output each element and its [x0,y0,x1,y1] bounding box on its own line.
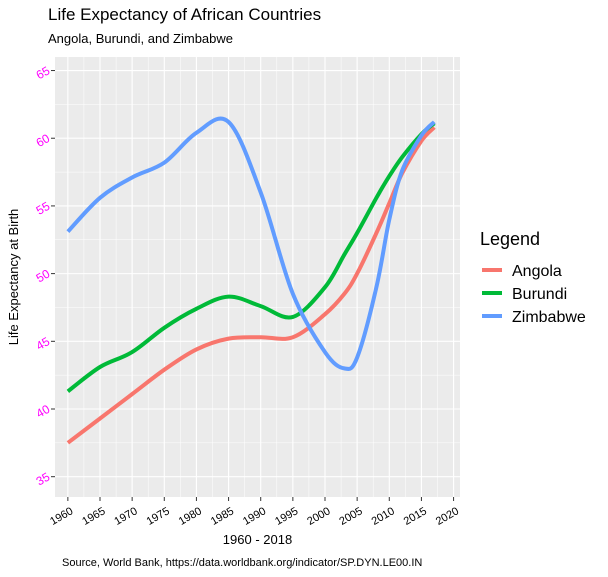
chart-subtitle: Angola, Burundi, and Zimbabwe [48,31,234,46]
y-axis-title: Life Expectancy at Birth [6,209,21,346]
y-tick-label: 60 [34,131,53,150]
x-axis-title: 1960 - 2018 [223,532,292,547]
y-tick-label: 65 [34,63,53,82]
legend-label-burundi: Burundi [512,286,567,303]
x-tick-labels: 1960 1965 1970 1975 1980 1985 1990 1995 2000 2005… [48,505,461,528]
y-tick-label: 35 [34,469,53,488]
x-tick-label: 2010 [370,505,397,528]
axis-ticks [51,70,455,501]
chart-caption: Source, World Bank, https://data.worldba… [62,557,423,569]
x-tick-label: 1985 [209,505,236,528]
y-tick-label: 50 [34,266,53,285]
x-tick-label: 1995 [273,505,300,528]
x-tick-label: 2000 [305,505,332,528]
legend-label-zimbabwe: Zimbabwe [512,309,586,326]
plot-panel [55,57,460,497]
legend-label-angola: Angola [512,263,562,280]
series-line-zimbabwe [66,116,436,371]
x-tick-label: 2005 [337,505,364,528]
series-line-burundi [66,121,436,393]
x-tick-label: 1980 [177,505,204,528]
x-tick-label: 1975 [145,505,172,528]
series-lines [66,116,436,445]
x-tick-label: 1990 [241,505,268,528]
x-tick-label: 1960 [48,505,75,528]
y-tick-labels: 35 40 45 50 55 60 65 [34,63,53,488]
y-tick-label: 45 [34,334,53,353]
x-tick-label: 2020 [434,505,461,528]
y-tick-label: 55 [34,199,53,218]
chart-title: Life Expectancy of African Countries [48,5,322,24]
x-tick-label: 2015 [402,505,429,528]
legend-title: Legend [480,229,540,249]
x-tick-label: 1965 [80,505,107,528]
minor-gridlines [55,57,460,497]
x-tick-label: 1970 [112,505,139,528]
legend: Legend Angola Burundi Zimbabwe [480,229,586,326]
y-tick-label: 40 [34,402,53,421]
